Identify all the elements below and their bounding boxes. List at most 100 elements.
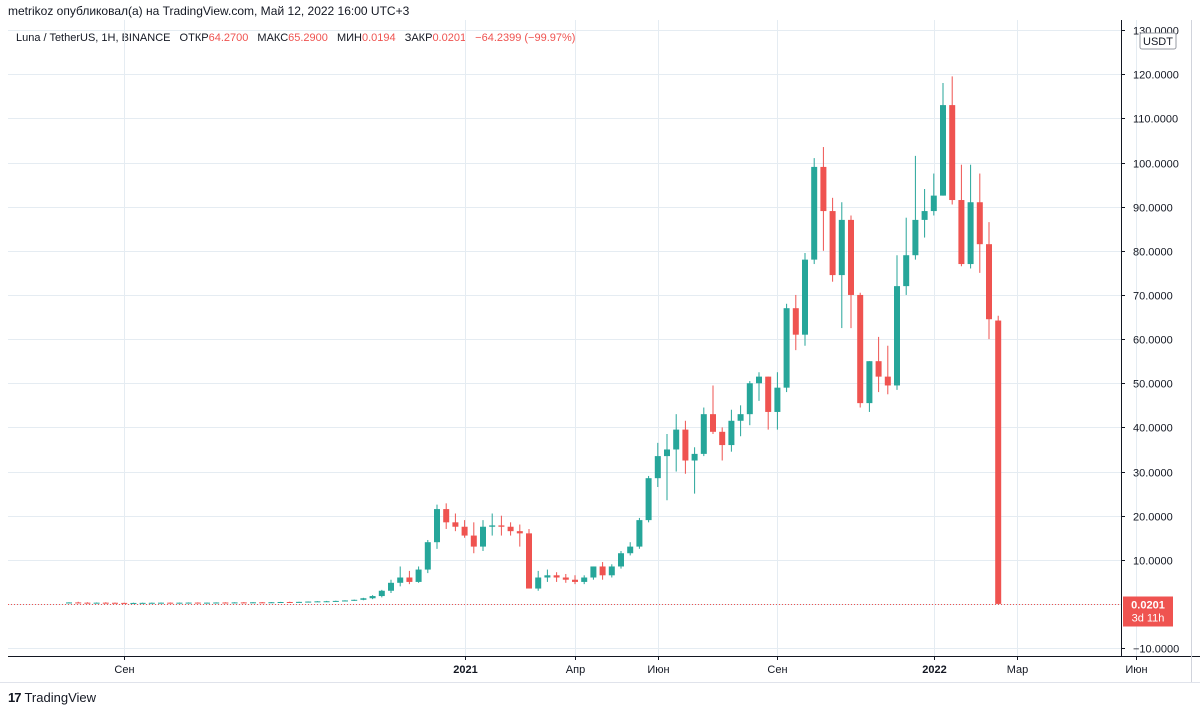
candle (884, 345, 891, 395)
candle (756, 372, 762, 401)
candle (259, 602, 266, 604)
candle (167, 602, 174, 604)
x-tick-label: Сен (114, 664, 134, 676)
candle-body (774, 387, 781, 412)
x-tick-label: 2021 (453, 664, 477, 676)
candle-body (562, 577, 569, 580)
y-tick-label: 10.0000 (1133, 556, 1173, 568)
candle-body (572, 579, 578, 582)
candle (553, 572, 560, 582)
candle-body (314, 601, 321, 603)
candle (958, 164, 965, 267)
candle-body (231, 602, 238, 604)
y-tick-label: 60.0000 (1133, 335, 1173, 347)
y-tick-label: 90.0000 (1133, 203, 1173, 215)
symbol-name: Luna / TetherUS, 1H, BINANCE (16, 32, 171, 44)
candle (388, 579, 394, 593)
symbol-legend[interactable]: Luna / TetherUS, 1H, BINANCE ОТКР64.2700… (16, 32, 575, 44)
candle (397, 566, 404, 587)
candle-body (130, 602, 137, 604)
candle-body (286, 602, 293, 604)
tradingview-logo-icon: 17 (8, 690, 22, 705)
candle-body (756, 376, 762, 384)
candle-body (636, 520, 643, 547)
candle (498, 515, 505, 536)
currency-badge[interactable]: USDT (1139, 32, 1177, 50)
candle-body (378, 590, 385, 597)
candle-body (958, 200, 965, 265)
candle (673, 414, 680, 472)
x-tick-label: Июн (647, 664, 669, 676)
low-value: 0.0194 (361, 32, 396, 44)
candle-body (507, 526, 514, 532)
candle (912, 155, 919, 260)
candle (452, 513, 459, 532)
candle-body (967, 202, 974, 265)
change-value: −64.2399 (−99.97%) (475, 32, 576, 44)
candle-body (930, 195, 937, 212)
candle-body (268, 602, 275, 604)
candle (645, 475, 652, 523)
candle-body (112, 602, 118, 604)
candle (728, 409, 735, 452)
price-axis[interactable]: −10.0000 10.0000 20.0000 30.0000 40.0000 50.0… (1121, 26, 1179, 656)
candle-body (470, 535, 477, 547)
candle-body (884, 376, 891, 386)
candle-body (84, 602, 91, 604)
candle-body (204, 602, 210, 604)
y-tick-label: 30.0000 (1133, 468, 1173, 480)
candle (222, 602, 229, 604)
candle (332, 600, 339, 602)
candle (139, 602, 146, 604)
candle (66, 602, 72, 604)
candle (829, 197, 836, 282)
candle (792, 294, 799, 351)
candle (866, 361, 873, 412)
high-value: 65.2900 (288, 32, 328, 44)
time-axis[interactable]: Сен2021АпрИюнСен2022МарИюнСен (114, 656, 1200, 676)
candle-body (866, 361, 873, 404)
chart-header: metrikoz опубликовал(а) на TradingView.c… (8, 4, 410, 18)
candle (618, 551, 624, 569)
open-label: ОТКР (179, 32, 209, 44)
y-tick-label: 20.0000 (1133, 512, 1173, 524)
candle (369, 595, 376, 600)
grid (8, 20, 1137, 656)
candle (250, 602, 256, 604)
candle (581, 575, 588, 585)
candle-body (710, 414, 716, 432)
candle-body (728, 420, 735, 446)
candle (286, 601, 293, 604)
candle (121, 602, 128, 604)
candle-body (599, 566, 606, 576)
candle-body (995, 320, 1002, 604)
candle-body (296, 601, 302, 603)
candle-body (461, 526, 468, 536)
last-price-value: 0.0201 (1131, 600, 1165, 612)
candle (434, 504, 440, 549)
candle (461, 520, 468, 538)
candle-body (811, 166, 818, 260)
candle (590, 566, 597, 580)
candle (949, 76, 956, 205)
candle (811, 158, 818, 265)
candle (93, 602, 100, 604)
y-tick-label: 100.0000 (1133, 159, 1179, 171)
candle (976, 173, 983, 273)
candle (627, 542, 634, 556)
candle-body (976, 202, 983, 245)
candle-body (434, 509, 440, 543)
candle (572, 575, 578, 585)
candle (507, 522, 514, 536)
candle-body (802, 259, 808, 335)
candle-body (949, 105, 956, 201)
candle-body (194, 602, 201, 604)
candle (112, 602, 118, 604)
tradingview-logo[interactable]: 17 TradingView (8, 690, 96, 705)
candle-body (682, 429, 689, 461)
candle-body (305, 601, 312, 603)
candle (342, 600, 348, 602)
candle-body (148, 602, 155, 604)
candle-body (498, 525, 505, 527)
